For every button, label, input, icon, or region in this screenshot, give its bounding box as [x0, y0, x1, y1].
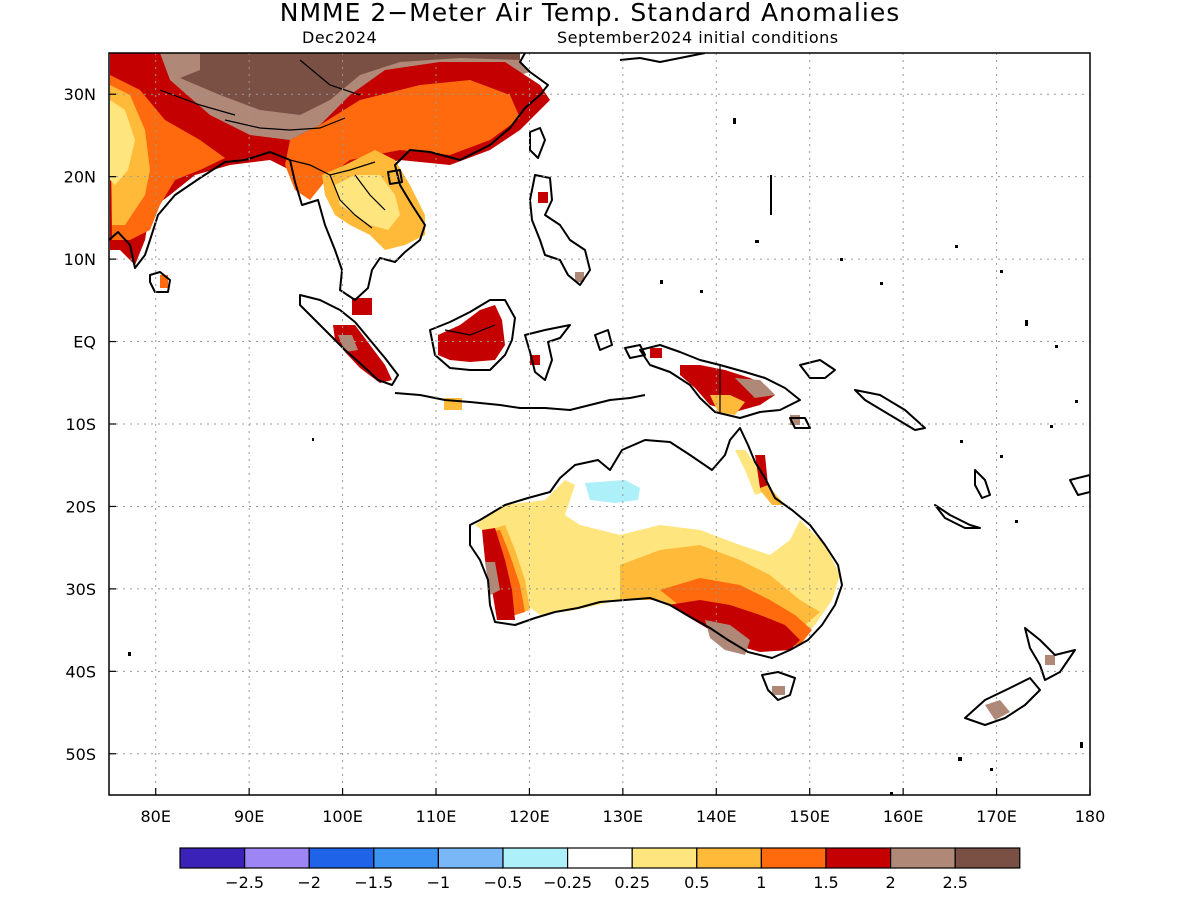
valid-month-label: Dec2024 [302, 28, 378, 47]
legend-label: 0.25 [614, 873, 650, 892]
lon-tick-label: 130E [603, 807, 644, 826]
legend-label: −1 [427, 873, 451, 892]
lon-tick-label: 110E [416, 807, 457, 826]
lat-tick-label: 30S [65, 580, 96, 599]
map-title: NMME 2−Meter Air Temp. Standard Anomalie… [279, 0, 901, 27]
anomaly-region-newguinea-brown [735, 378, 800, 425]
lon-tick-label: 140E [696, 807, 737, 826]
lon-tick-label: 100E [322, 807, 363, 826]
lat-tick-label: 30N [64, 85, 96, 104]
anomaly-region-newzealand-brown [985, 655, 1055, 720]
legend-label: −1.5 [354, 873, 393, 892]
lon-tick-label: 120E [509, 807, 550, 826]
anomaly-region-philippines-brown [575, 272, 584, 282]
lat-tick-label: 20S [65, 497, 96, 516]
lon-tick-label: 180 [1075, 807, 1106, 826]
legend-label: 1 [756, 873, 766, 892]
lon-tick-label: 80E [140, 807, 170, 826]
legend-swatch [825, 847, 892, 869]
legend-label: −0.5 [484, 873, 523, 892]
anomaly-region-newguinea-orange [710, 395, 745, 415]
lat-tick-label: 40S [65, 662, 96, 681]
lon-tick-label: 170E [976, 807, 1017, 826]
anomaly-region-philippines [538, 192, 548, 203]
legend-swatch [373, 847, 439, 869]
legend-swatch [760, 847, 827, 869]
legend-swatch [954, 847, 1021, 869]
legend-label: 2 [886, 873, 896, 892]
coastlines [109, 53, 1090, 726]
anomaly-region-indochina-yellow [335, 175, 400, 230]
anomaly-region-australia-yellow [475, 450, 840, 640]
legend-label: 1.5 [813, 873, 838, 892]
legend-swatch [566, 847, 633, 869]
lat-tick-label: EQ [73, 333, 96, 352]
legend-swatch [308, 847, 375, 869]
legend-label: 0.5 [684, 873, 709, 892]
legend-colorbar: −2.5 −2 −1.5 −1 −0.5 −0.25 0.25 0.5 1 1.5 2 2.5 [179, 847, 1021, 892]
anomaly-region-india-yellow [110, 100, 135, 185]
anomaly-region-australia-brown [485, 562, 785, 695]
legend-swatch [889, 847, 956, 869]
anomaly-region-australia-cyan [585, 480, 640, 503]
lon-tick-label: 160E [883, 807, 924, 826]
legend-label: 2.5 [942, 873, 967, 892]
legend-swatch [437, 847, 504, 869]
country-borders [159, 59, 721, 412]
anomaly-region-asia-orange [110, 75, 520, 288]
legend-label: −2 [297, 873, 321, 892]
pacific-islands [128, 118, 1083, 795]
anomaly-region-sumatra-brown [338, 335, 358, 352]
anomaly-region-newguinea-red [650, 348, 775, 412]
lat-tick-label: 20N [64, 168, 96, 187]
anomaly-region-australia-red [482, 455, 800, 652]
graticule [109, 53, 1090, 795]
legend-label: −2.5 [225, 873, 264, 892]
lat-tick-label: 50S [65, 745, 96, 764]
lon-tick-label: 150E [789, 807, 830, 826]
lon-tick-label: 90E [234, 807, 264, 826]
anomaly-region-borneo-red [438, 305, 505, 362]
legend-swatch [502, 847, 569, 869]
anomaly-shading [110, 53, 1055, 720]
legend-swatch [631, 847, 698, 869]
anomaly-region-sumatra-red [333, 298, 392, 383]
legend-swatch [244, 847, 310, 869]
lat-tick-label: 10N [64, 250, 96, 269]
legend-swatch [179, 847, 246, 869]
legend-label: −0.25 [543, 873, 592, 892]
initial-conditions-label: September2024 initial conditions [557, 28, 839, 47]
lat-tick-label: 10S [65, 415, 96, 434]
legend-swatch [696, 847, 762, 869]
